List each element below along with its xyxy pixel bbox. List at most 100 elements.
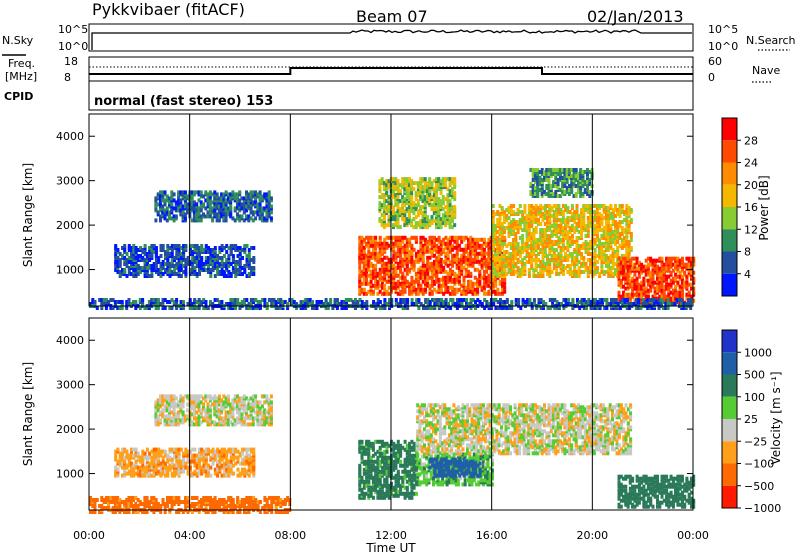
data-cell (482, 237, 486, 242)
data-cell (143, 266, 147, 270)
data-cell (415, 298, 419, 302)
data-cell (360, 269, 364, 274)
data-cell (251, 210, 255, 215)
data-cell (186, 194, 190, 199)
data-cell (197, 212, 201, 217)
data-cell (394, 265, 398, 270)
data-cell (428, 219, 432, 224)
data-cell (589, 262, 593, 266)
data-cell (168, 210, 171, 215)
data-cell (299, 300, 303, 304)
data-cell (260, 212, 264, 217)
data-cell (595, 244, 599, 248)
data-cell (547, 186, 551, 190)
data-cell (678, 284, 682, 289)
data-cell (405, 279, 409, 284)
data-cell (455, 251, 459, 256)
data-cell (547, 178, 551, 182)
data-cell (426, 255, 430, 260)
data-cell (570, 252, 574, 256)
data-cell (448, 219, 452, 224)
nsky-label: N.Sky (2, 34, 34, 47)
data-cell (450, 177, 454, 182)
data-cell (265, 192, 269, 197)
data-cell (593, 270, 597, 274)
data-cell (383, 255, 387, 260)
data-cell (426, 259, 430, 264)
data-cell (209, 252, 213, 256)
data-cell (387, 185, 391, 190)
data-cell (548, 258, 552, 262)
data-cell (265, 210, 269, 215)
data-cell (423, 203, 427, 208)
data-cell (263, 192, 267, 197)
data-cell (380, 241, 384, 246)
data-cell (401, 209, 405, 214)
data-cell (170, 306, 174, 310)
data-cell (371, 271, 375, 276)
data-cell (274, 306, 278, 310)
data-cell (349, 298, 353, 302)
data-cell (134, 300, 138, 304)
data-cell (186, 206, 190, 211)
data-cell (416, 181, 420, 186)
data-cell (213, 252, 217, 256)
data-cell (329, 298, 333, 302)
data-cell (250, 266, 254, 270)
data-cell (507, 222, 511, 226)
data-cell (338, 302, 342, 306)
data-cell (560, 302, 564, 306)
data-cell (496, 210, 500, 214)
data-cell (462, 247, 466, 252)
data-cell (534, 226, 538, 230)
data-cell (455, 298, 459, 302)
data-cell (170, 190, 174, 195)
data-cell (218, 246, 222, 250)
data-cell (192, 190, 196, 195)
data-cell (546, 272, 549, 276)
data-cell (453, 177, 457, 182)
data-cell (383, 243, 387, 248)
data-cell (198, 254, 201, 258)
data-cell (600, 248, 604, 252)
data-cell (507, 206, 511, 210)
data-cell (121, 254, 124, 258)
data-cell (576, 298, 579, 302)
data-cell (577, 224, 581, 228)
data-cell (114, 268, 118, 272)
data-cell (577, 266, 581, 270)
data-cell (469, 245, 473, 250)
data-cell (566, 302, 570, 306)
data-cell (227, 270, 231, 274)
data-cell (604, 226, 608, 230)
data-cell (493, 224, 497, 228)
data-cell (215, 218, 219, 223)
data-cell (437, 283, 441, 288)
data-cell (424, 279, 427, 284)
data-cell (566, 236, 570, 240)
data-cell (269, 216, 273, 221)
data-cell (598, 212, 602, 216)
data-cell (217, 204, 221, 209)
data-cell (407, 177, 411, 182)
data-cell (568, 236, 572, 240)
data-cell (193, 248, 197, 252)
data-cell (378, 306, 382, 310)
data-cell (410, 289, 414, 294)
data-cell (658, 280, 662, 285)
data-cell (687, 264, 691, 269)
data-cell (416, 203, 420, 208)
data-cell (360, 281, 364, 286)
data-cell (385, 302, 389, 306)
data-cell (552, 210, 556, 214)
data-cell (548, 240, 552, 244)
data-cell (462, 259, 466, 264)
data-cell (446, 187, 450, 192)
data-cell (451, 243, 455, 248)
data-cell (401, 203, 405, 208)
data-cell (609, 212, 613, 216)
data-cell (251, 218, 255, 223)
data-cell (118, 300, 122, 304)
data-cell (637, 270, 641, 275)
data-cell (243, 268, 247, 272)
